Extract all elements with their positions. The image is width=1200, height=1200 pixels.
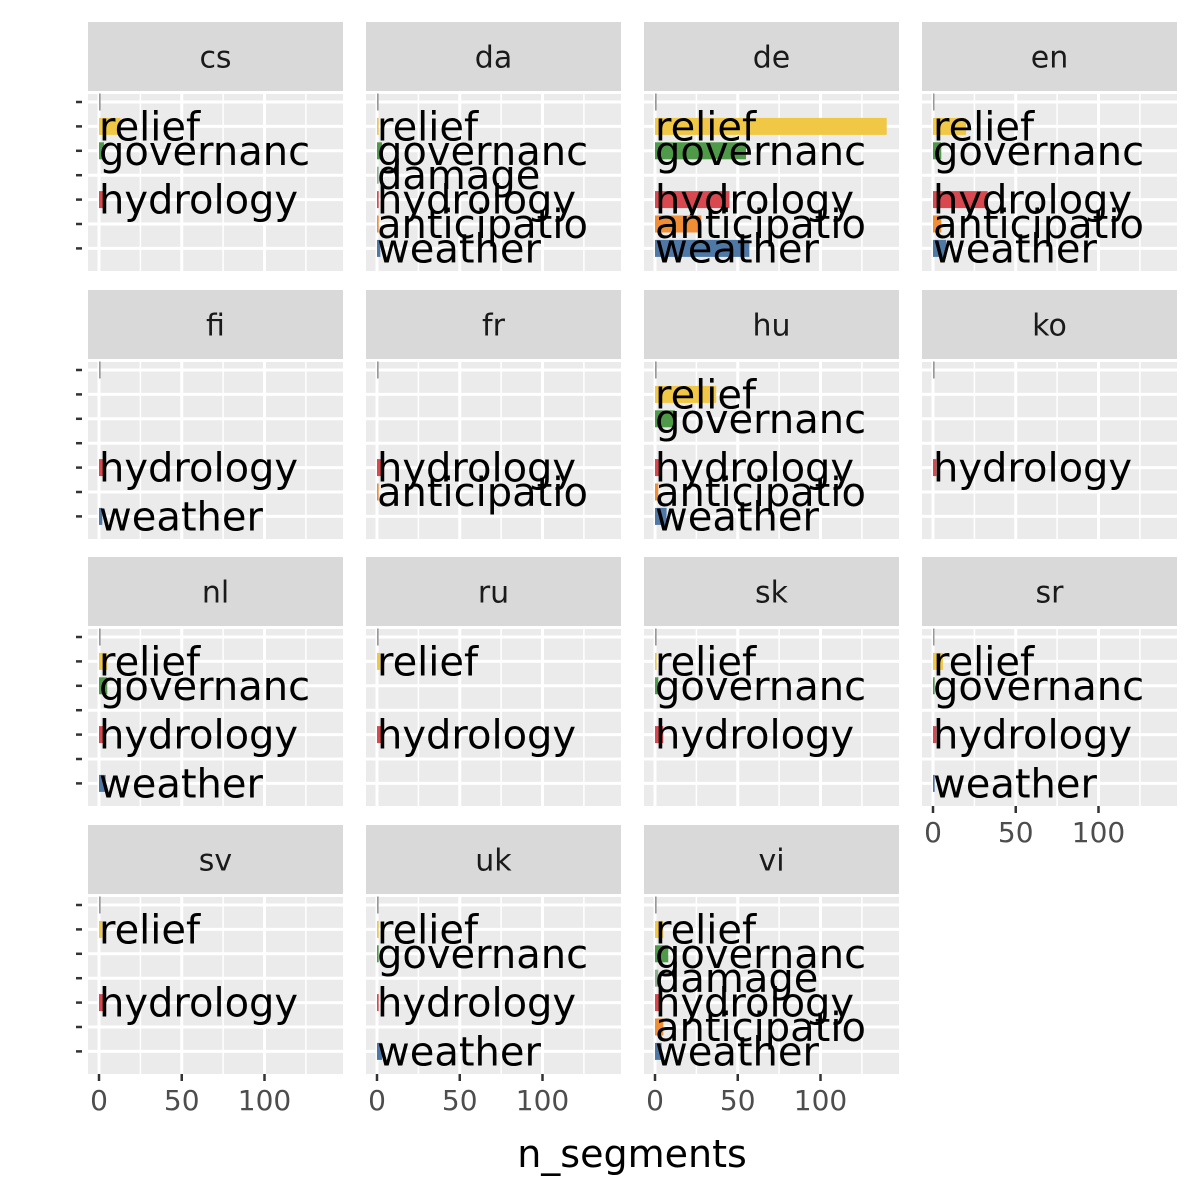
x-tick-label: 0 bbox=[924, 816, 942, 849]
facet-strip-label: vi bbox=[758, 844, 784, 879]
facet-strip-label: da bbox=[475, 41, 512, 76]
x-tick-label: 100 bbox=[516, 1084, 569, 1117]
x-tick-label: 50 bbox=[164, 1084, 200, 1117]
bar-label: governanc bbox=[655, 129, 866, 175]
facet-strip-label: hu bbox=[752, 309, 790, 344]
bar-blank bbox=[99, 362, 101, 379]
bar-label: relief bbox=[377, 639, 479, 685]
x-tick-label: 100 bbox=[238, 1084, 291, 1117]
bar-blank bbox=[377, 362, 379, 379]
bar-label: governanc bbox=[655, 664, 866, 710]
facet-strip-label: uk bbox=[475, 844, 512, 879]
bar-label: weather bbox=[99, 761, 263, 807]
facet-strip-label: ko bbox=[1032, 309, 1067, 344]
facet-strip-label: fi bbox=[206, 309, 225, 344]
facet-panel-en: enreliefgovernanchydrologyanticipatiowea… bbox=[922, 22, 1177, 272]
bar-label: governanc bbox=[99, 129, 310, 175]
x-tick-label: 100 bbox=[794, 1084, 847, 1117]
facet-strip-label: sv bbox=[199, 844, 232, 879]
bar-label: hydrology bbox=[377, 981, 576, 1027]
bar-label: governanc bbox=[655, 397, 866, 443]
facet-panel-vi: vireliefgovernancdamagehydrologyanticipa… bbox=[644, 825, 899, 1117]
facet-strip-label: en bbox=[1031, 41, 1068, 76]
bar-label: weather bbox=[377, 1029, 541, 1075]
bar-label: hydrology bbox=[933, 713, 1132, 759]
x-tick-label: 100 bbox=[1072, 816, 1125, 849]
bar-label: relief bbox=[99, 907, 201, 953]
bar-label: hydrology bbox=[99, 178, 298, 224]
bar-label: weather bbox=[99, 494, 263, 540]
facet-strip-label: cs bbox=[199, 41, 231, 76]
facet-strip-label: sk bbox=[755, 576, 789, 611]
bar-label: weather bbox=[655, 226, 819, 272]
bar-label: hydrology bbox=[99, 713, 298, 759]
x-tick-label: 50 bbox=[998, 816, 1034, 849]
bar-label: weather bbox=[933, 761, 1097, 807]
x-tick-label: 0 bbox=[90, 1084, 108, 1117]
bar-label: anticipatio bbox=[377, 470, 588, 516]
bar-label: hydrology bbox=[933, 446, 1132, 492]
facet-panel-de: dereliefgovernanchydrologyanticipatiowea… bbox=[644, 22, 899, 272]
facet-strip-label: de bbox=[753, 41, 791, 76]
bar-label: hydrology bbox=[99, 446, 298, 492]
bar-label: governanc bbox=[933, 129, 1144, 175]
facet-panel-ko: ko hydrology bbox=[922, 290, 1177, 539]
x-tick-label: 0 bbox=[368, 1084, 386, 1117]
x-tick-label: 50 bbox=[720, 1084, 756, 1117]
bar-label: weather bbox=[377, 226, 541, 272]
bar-label: governanc bbox=[933, 664, 1144, 710]
bar-label: governanc bbox=[377, 932, 588, 978]
bar-label: weather bbox=[933, 226, 1097, 272]
bar-label: hydrology bbox=[655, 713, 854, 759]
x-tick-label: 50 bbox=[442, 1084, 478, 1117]
facet-panel-sr: srreliefgovernanchydrologyweather0 50 100 bbox=[922, 557, 1177, 849]
facet-panel-sv: sv relief hydrology 0 50 100 bbox=[76, 825, 343, 1117]
facet-panel-hu: hureliefgovernanchydrologyanticipatiowea… bbox=[644, 290, 899, 540]
bar-blank bbox=[933, 362, 935, 379]
facet-strip-label: sr bbox=[1036, 576, 1065, 611]
x-tick-label: 0 bbox=[646, 1084, 664, 1117]
facet-panels: csreliefgovernanchydrologydareliefgovern… bbox=[76, 22, 1177, 1117]
bar-label: weather bbox=[655, 494, 819, 540]
facet-strip-label: fr bbox=[482, 309, 506, 344]
bar-label: governanc bbox=[99, 664, 310, 710]
x-axis-title: n_segments bbox=[517, 1132, 747, 1176]
facet-panel-da: dareliefgovernancdamagehydrologyanticipa… bbox=[366, 22, 621, 272]
bar-label: hydrology bbox=[377, 713, 576, 759]
facet-panel-ru: ru relief hydrology bbox=[366, 557, 621, 806]
bar-label: weather bbox=[655, 1029, 819, 1075]
facet-strip-label: ru bbox=[478, 576, 509, 611]
facet-strip-label: nl bbox=[202, 576, 229, 611]
bar-label: hydrology bbox=[99, 981, 298, 1027]
